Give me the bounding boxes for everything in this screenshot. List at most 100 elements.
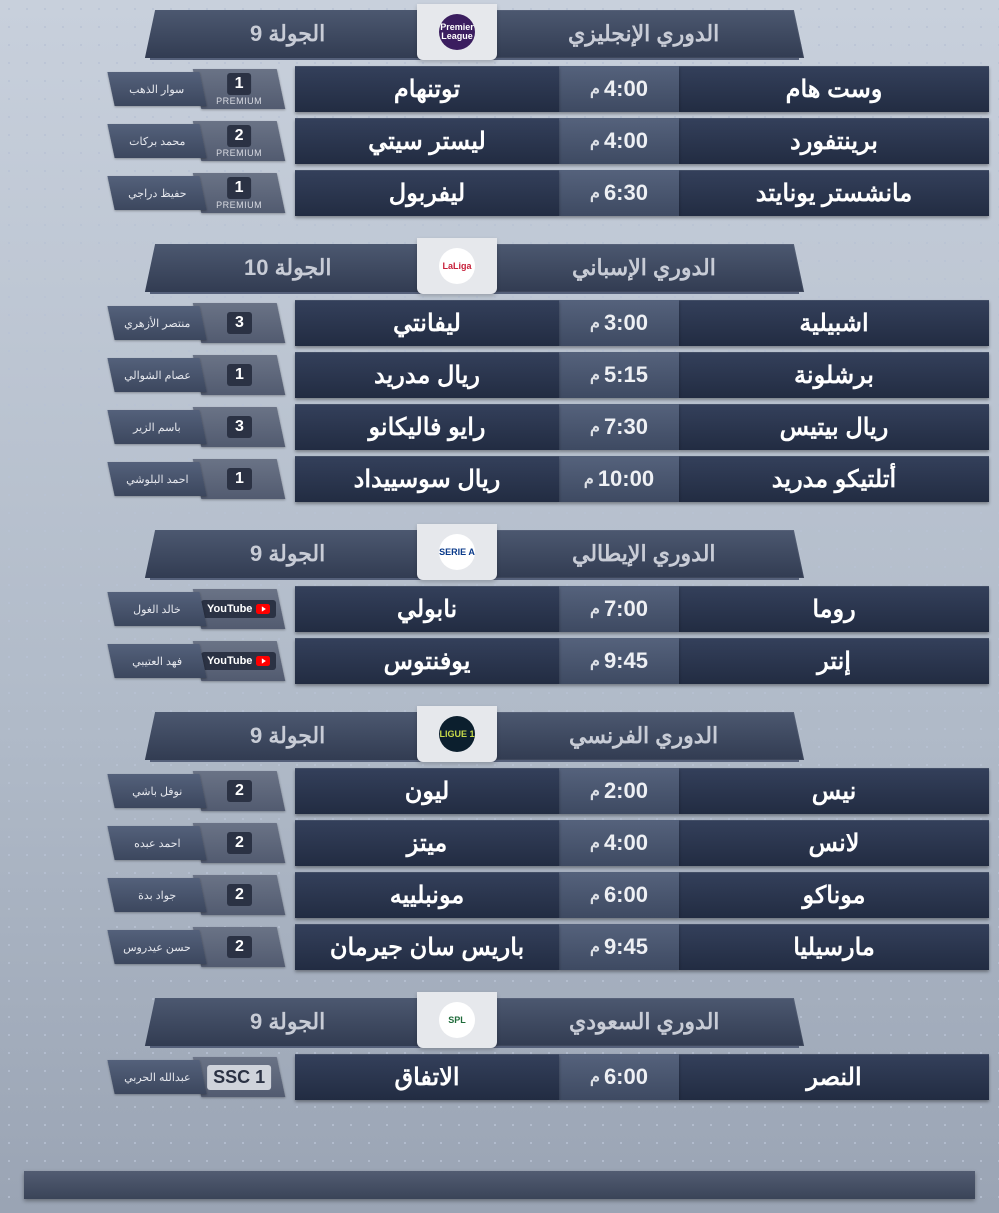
match-row: إنتر9:45ميوفنتوسYouTubeفهد العتيبي bbox=[10, 638, 989, 684]
time-meridiem: م bbox=[590, 313, 600, 333]
league-block: الدوري السعوديSPLالجولة 9النصر6:00مالاتف… bbox=[10, 998, 989, 1100]
time-value: 9:45 bbox=[604, 934, 648, 960]
schedule-infographic: الدوري الإنجليزيPremier Leagueالجولة 9وس… bbox=[10, 10, 989, 1100]
league-block: الدوري الإنجليزيPremier Leagueالجولة 9وس… bbox=[10, 10, 989, 216]
time-value: 3:00 bbox=[604, 310, 648, 336]
home-team: اشبيلية bbox=[679, 300, 989, 346]
commentator-name: فهد العتيبي bbox=[107, 644, 206, 678]
away-team: يوفنتوس bbox=[295, 638, 559, 684]
league-round: الجولة 9 bbox=[145, 10, 430, 58]
match-time: 6:00م bbox=[559, 1054, 679, 1100]
home-team: لانس bbox=[679, 820, 989, 866]
time-value: 7:00 bbox=[604, 596, 648, 622]
channel-number: 3 bbox=[227, 312, 252, 334]
time-value: 2:00 bbox=[604, 778, 648, 804]
match-row: اشبيلية 3:00م ليفانتي 3 منتصر الأزهري bbox=[10, 300, 989, 346]
time-value: 5:15 bbox=[604, 362, 648, 388]
channel-badge: 1PREMIUM bbox=[193, 173, 286, 213]
home-team: مارسيليا bbox=[679, 924, 989, 970]
match-row: أتلتيكو مدريد10:00مريال سوسييداد1احمد ال… bbox=[10, 456, 989, 502]
away-team: الاتفاق bbox=[295, 1054, 559, 1100]
commentator-name: نوفل باشي bbox=[107, 774, 206, 808]
bottom-bar bbox=[24, 1171, 975, 1199]
match-row: وست هام4:00متوتنهام1PREMIUMسوار الذهب bbox=[10, 66, 989, 112]
league-name: الدوري الفرنسي bbox=[484, 712, 804, 760]
commentator-name: باسم الزير bbox=[107, 410, 206, 444]
league-logo-icon: SERIE A bbox=[439, 534, 475, 570]
matches-list: اشبيلية3:00مليفانتي3منتصر الأزهريبرشلونة… bbox=[10, 300, 989, 502]
match-time: 6:30م bbox=[559, 170, 679, 216]
commentator-name: حسن عيدروس bbox=[107, 930, 206, 964]
channel-number: 1 bbox=[227, 177, 252, 199]
league-block: الدوري الإسبانيLaLigaالجولة 10 اشبيلية 3:0… bbox=[10, 244, 989, 502]
away-team: ليون bbox=[295, 768, 559, 814]
away-team: ليستر سيتي bbox=[295, 118, 559, 164]
league-round: الجولة 9 bbox=[145, 998, 430, 1046]
home-team: برشلونة bbox=[679, 352, 989, 398]
league-header: الدوري الإسبانيLaLigaالجولة 10 bbox=[150, 244, 799, 294]
home-team: مانشستر يونايتد bbox=[679, 170, 989, 216]
channel-badge: 2PREMIUM bbox=[193, 121, 286, 161]
away-team: مونبلييه bbox=[295, 872, 559, 918]
time-meridiem: م bbox=[590, 599, 600, 619]
away-team: ميتز bbox=[295, 820, 559, 866]
channel-number: 2 bbox=[227, 936, 252, 958]
time-meridiem: م bbox=[590, 885, 600, 905]
away-team: ليفربول bbox=[295, 170, 559, 216]
match-time: 2:00م bbox=[559, 768, 679, 814]
league-header: الدوري الإيطاليSERIE Aالجولة 9 bbox=[150, 530, 799, 580]
match-time: 9:45م bbox=[559, 924, 679, 970]
league-block: الدوري الإيطاليSERIE Aالجولة 9روما7:00من… bbox=[10, 530, 989, 684]
commentator-name: جواد بدة bbox=[107, 878, 206, 912]
away-team: ريال مدريد bbox=[295, 352, 559, 398]
away-team: ليفانتي bbox=[295, 300, 559, 346]
league-header: الدوري الإنجليزيPremier Leagueالجولة 9 bbox=[150, 10, 799, 60]
channel-number: 2 bbox=[227, 884, 252, 906]
youtube-icon: YouTube bbox=[201, 600, 276, 618]
channel-badge: 2 bbox=[193, 771, 286, 811]
matches-list: النصر6:00مالاتفاقSSC 1عبدالله الحربي bbox=[10, 1054, 989, 1100]
time-meridiem: م bbox=[590, 79, 600, 99]
channel-badge: 1PREMIUM bbox=[193, 69, 286, 109]
channel-badge: 3 bbox=[193, 407, 286, 447]
home-team: برينتفورد bbox=[679, 118, 989, 164]
league-logo-icon: LIGUE 1 bbox=[439, 716, 475, 752]
home-team: روما bbox=[679, 586, 989, 632]
away-team: ريال سوسييداد bbox=[295, 456, 559, 502]
channel-number: 1 bbox=[227, 468, 252, 490]
match-time: 9:45م bbox=[559, 638, 679, 684]
league-header: الدوري الفرنسيLIGUE 1الجولة 9 bbox=[150, 712, 799, 762]
commentator-name: محمد بركات bbox=[107, 124, 206, 158]
match-row: نيس2:00مليون2نوفل باشي bbox=[10, 768, 989, 814]
commentator-name: منتصر الأزهري bbox=[107, 306, 206, 340]
time-value: 6:00 bbox=[604, 882, 648, 908]
channel-badge: 1 bbox=[193, 459, 286, 499]
match-time: 4:00م bbox=[559, 118, 679, 164]
youtube-icon: YouTube bbox=[201, 652, 276, 670]
time-value: 7:30 bbox=[604, 414, 648, 440]
commentator-name: احمد عبده bbox=[107, 826, 206, 860]
channel-sublabel: PREMIUM bbox=[216, 200, 262, 210]
league-logo: Premier League bbox=[417, 4, 497, 60]
channel-badge: 2 bbox=[193, 823, 286, 863]
match-row: لانس4:00مميتز2احمد عبده bbox=[10, 820, 989, 866]
match-row: روما7:00منابوليYouTubeخالد الغول bbox=[10, 586, 989, 632]
league-logo-icon: LaLiga bbox=[439, 248, 475, 284]
channel-badge: YouTube bbox=[193, 589, 286, 629]
league-name: الدوري الإنجليزي bbox=[484, 10, 804, 58]
commentator-name: حفيظ دراجي bbox=[107, 176, 206, 210]
match-row: برينتفورد4:00مليستر سيتي2PREMIUMمحمد برك… bbox=[10, 118, 989, 164]
time-value: 6:00 bbox=[604, 1064, 648, 1090]
league-round: الجولة 9 bbox=[145, 530, 430, 578]
time-meridiem: م bbox=[590, 417, 600, 437]
time-meridiem: م bbox=[590, 365, 600, 385]
time-value: 9:45 bbox=[604, 648, 648, 674]
league-logo: LIGUE 1 bbox=[417, 706, 497, 762]
ssc-label: SSC 1 bbox=[207, 1065, 271, 1090]
match-row: برشلونة5:15مريال مدريد1عصام الشوالي bbox=[10, 352, 989, 398]
commentator-name: احمد البلوشي bbox=[107, 462, 206, 496]
matches-list: نيس2:00مليون2نوفل باشيلانس4:00مميتز2احمد… bbox=[10, 768, 989, 970]
time-meridiem: م bbox=[590, 1067, 600, 1087]
channel-number: 2 bbox=[227, 780, 252, 802]
match-time: 6:00م bbox=[559, 872, 679, 918]
